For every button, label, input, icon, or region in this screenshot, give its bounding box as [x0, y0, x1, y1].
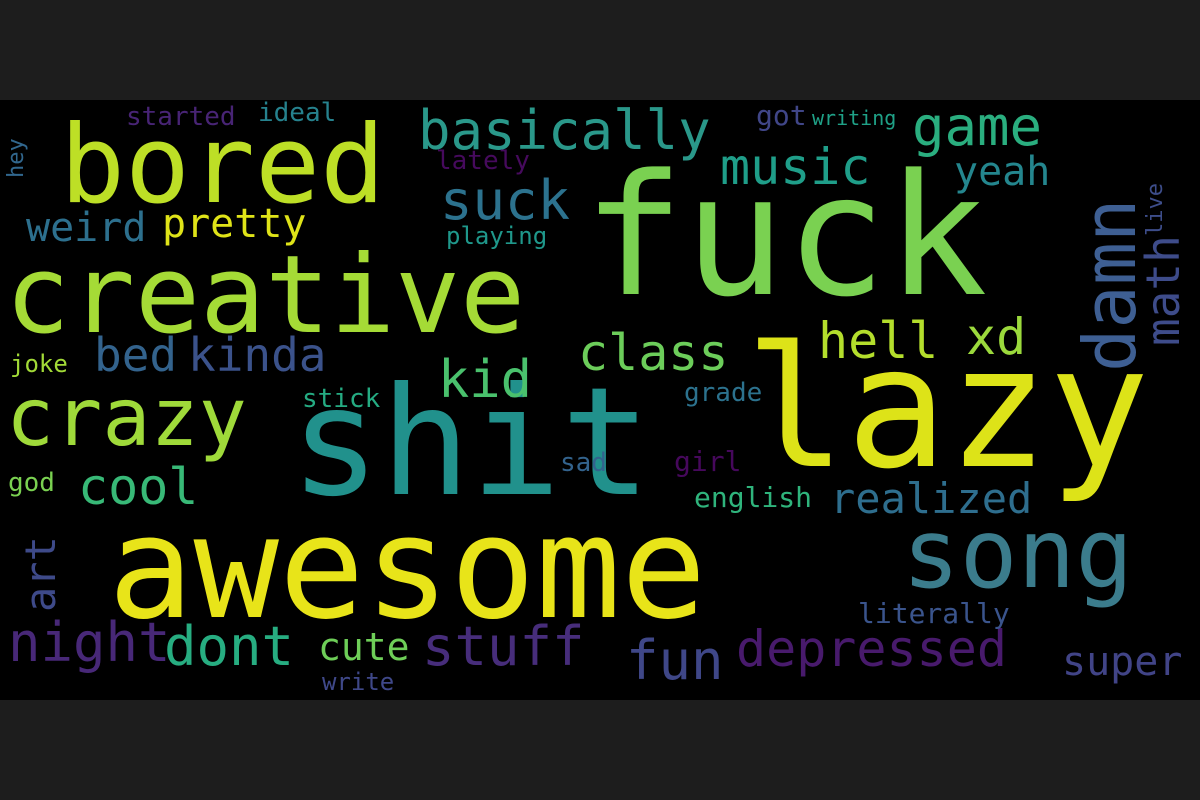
word-got: got: [756, 100, 807, 132]
word-awesome: awesome: [108, 486, 707, 651]
word-literally: literally: [858, 597, 1010, 630]
word-sad: sad: [560, 448, 607, 478]
word-class: class: [578, 324, 729, 382]
word-shit: shit: [290, 356, 652, 530]
word-lately: lately: [436, 146, 530, 176]
word-math: math: [1136, 235, 1190, 346]
word-yeah: yeah: [954, 149, 1051, 195]
word-basically: basically: [418, 100, 711, 162]
word-cloud-canvas: fuck lazy awesome shit creative bored so…: [0, 100, 1200, 700]
word-realized: realized: [830, 474, 1033, 523]
word-stuff: stuff: [422, 615, 585, 678]
word-song: song: [902, 498, 1134, 610]
word-super: super: [1062, 639, 1183, 685]
word-pretty: pretty: [162, 201, 307, 247]
word-bed: bed: [94, 328, 178, 382]
word-started: started: [126, 102, 236, 132]
word-cute: cute: [318, 625, 410, 669]
word-fun: fun: [626, 629, 724, 692]
word-hell: hell: [818, 312, 939, 370]
word-suck: suck: [440, 169, 571, 232]
word-girl: girl: [674, 445, 742, 478]
word-live: live: [1143, 183, 1168, 236]
word-ideal: ideal: [258, 100, 337, 128]
word-fuck: fuck: [583, 138, 988, 334]
word-depressed: depressed: [736, 620, 1007, 678]
word-dont: dont: [164, 615, 295, 678]
word-english: english: [694, 481, 813, 514]
word-playing: playing: [446, 222, 548, 250]
word-kid: kid: [438, 350, 532, 410]
word-crazy: crazy: [6, 371, 247, 464]
word-god: god: [8, 468, 55, 498]
word-art: art: [16, 536, 65, 612]
word-writing: writing: [812, 106, 897, 130]
word-cool: cool: [78, 458, 199, 516]
word-kinda: kinda: [188, 328, 327, 382]
word-grade: grade: [684, 378, 763, 408]
word-music: music: [720, 138, 871, 196]
word-write: write: [322, 668, 395, 696]
word-xd: xd: [966, 308, 1027, 366]
word-bored: bored: [60, 103, 386, 228]
word-stick: stick: [302, 384, 381, 414]
word-game: game: [912, 100, 1043, 158]
word-joke: joke: [10, 350, 68, 378]
word-weird: weird: [26, 205, 147, 251]
word-night: night: [8, 611, 171, 674]
word-hey: hey: [4, 138, 29, 178]
word-creative: creative: [5, 233, 526, 358]
word-lazy: lazy: [745, 310, 1150, 506]
